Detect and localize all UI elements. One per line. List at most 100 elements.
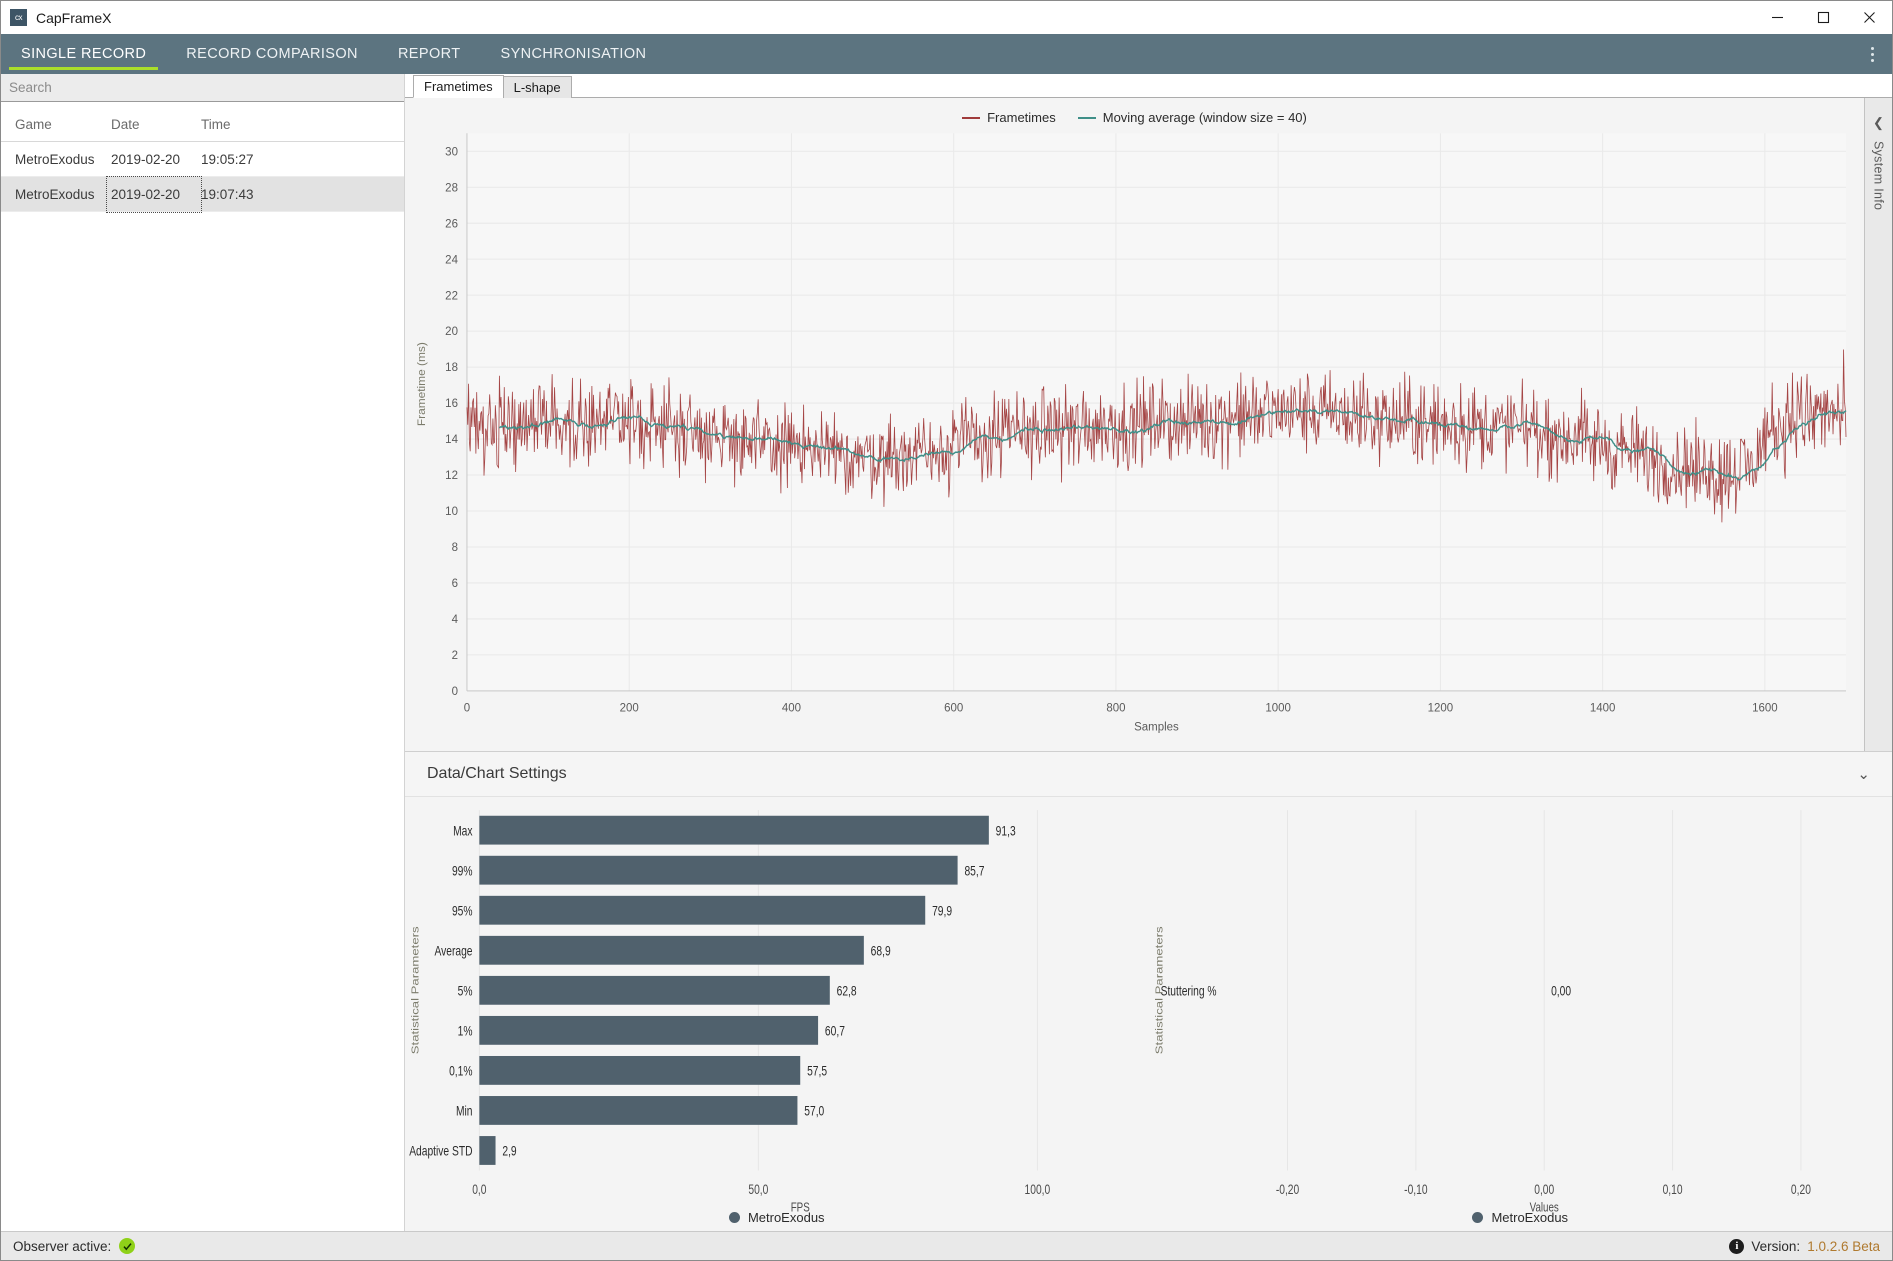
tab-report[interactable]: REPORT xyxy=(397,46,461,62)
svg-text:62,8: 62,8 xyxy=(837,983,857,999)
svg-text:2,9: 2,9 xyxy=(502,1143,516,1159)
legend-label-metroexodus: MetroExodus xyxy=(747,1210,825,1225)
fps-bar-chart[interactable]: 0,0 50,0 100,0 FPS Statistical Parameters Max… xyxy=(405,797,1149,1231)
svg-text:-0,10: -0,10 xyxy=(1404,1182,1428,1198)
search-box[interactable] xyxy=(1,74,404,102)
svg-text:57,0: 57,0 xyxy=(804,1103,824,1119)
svg-text:Adaptive STD: Adaptive STD xyxy=(409,1143,472,1159)
search-input[interactable] xyxy=(9,80,396,95)
svg-text:800: 800 xyxy=(1106,701,1126,714)
cell-game: MetroExodus xyxy=(15,186,95,202)
svg-text:99%: 99% xyxy=(452,863,473,879)
svg-text:68,9: 68,9 xyxy=(871,943,891,959)
svg-text:Min: Min xyxy=(456,1103,473,1119)
svg-text:2: 2 xyxy=(452,649,458,662)
svg-text:26: 26 xyxy=(445,217,458,230)
cell-date: 2019-02-20 xyxy=(111,151,181,167)
svg-text:1%: 1% xyxy=(458,1023,473,1039)
system-info-panel[interactable]: ❮ System Info xyxy=(1864,98,1892,751)
cell-game: MetroExodus xyxy=(15,151,95,167)
svg-text:0,0: 0,0 xyxy=(472,1182,486,1198)
svg-text:95%: 95% xyxy=(452,903,473,919)
version-info: i Version: 1.0.2.6 Beta xyxy=(1729,1238,1880,1254)
legend-dot-metroexodus xyxy=(1472,1212,1484,1223)
svg-text:Samples: Samples xyxy=(1134,720,1179,733)
svg-text:50,0: 50,0 xyxy=(748,1182,768,1198)
close-icon[interactable] xyxy=(1846,1,1892,34)
table-row[interactable]: MetroExodus 2019-02-20 19:05:27 xyxy=(1,142,404,177)
svg-text:91,3: 91,3 xyxy=(996,823,1016,839)
svg-text:30: 30 xyxy=(445,145,458,158)
tab-single-record[interactable]: SINGLE RECORD xyxy=(1,34,166,74)
svg-text:Values: Values xyxy=(1529,1201,1558,1215)
svg-text:6: 6 xyxy=(452,577,458,590)
svg-text:0: 0 xyxy=(452,685,459,698)
tab-record-comparison[interactable]: RECORD COMPARISON xyxy=(186,46,358,62)
svg-text:79,9: 79,9 xyxy=(932,903,952,919)
svg-text:24: 24 xyxy=(445,253,458,266)
svg-text:8: 8 xyxy=(452,541,458,554)
svg-text:FPS: FPS xyxy=(791,1201,810,1215)
column-header-date[interactable]: Date xyxy=(111,117,140,132)
svg-text:1000: 1000 xyxy=(1265,701,1291,714)
system-info-label: System Info xyxy=(1871,141,1886,211)
svg-text:10: 10 xyxy=(445,505,458,518)
records-sidebar: Game Date Time MetroExodus 2019-02-20 19… xyxy=(1,74,405,1231)
svg-text:57,5: 57,5 xyxy=(807,1063,827,1079)
svg-text:Max: Max xyxy=(453,823,472,839)
app-logo-icon: cx xyxy=(10,9,27,26)
tab-l-shape[interactable]: L-shape xyxy=(502,76,572,98)
legend-label-metroexodus: MetroExodus xyxy=(1491,1210,1569,1225)
svg-text:1600: 1600 xyxy=(1752,701,1778,714)
frametimes-chart-card: Frametimes L-shape 0 2 4 6 8 10 12 14 16 18 20 22 24… xyxy=(405,74,1892,752)
svg-text:0,20: 0,20 xyxy=(1790,1182,1810,1198)
svg-text:22: 22 xyxy=(445,289,458,302)
svg-text:14: 14 xyxy=(445,433,458,446)
title-bar: cx CapFrameX xyxy=(1,1,1892,34)
svg-text:4: 4 xyxy=(452,613,459,626)
content-body: Game Date Time MetroExodus 2019-02-20 19… xyxy=(1,74,1892,1231)
svg-text:1200: 1200 xyxy=(1428,701,1454,714)
svg-text:Statistical Parameters: Statistical Parameters xyxy=(411,926,421,1054)
svg-text:0,00: 0,00 xyxy=(1534,1182,1554,1198)
svg-text:400: 400 xyxy=(782,701,802,714)
frametimes-plot-wrap: 0 2 4 6 8 10 12 14 16 18 20 22 24 26 28 30 0 200 400 600 800… xyxy=(405,98,1892,751)
status-bar: Observer active: i Version: 1.0.2.6 Beta xyxy=(1,1231,1892,1260)
chevron-left-icon[interactable]: ❮ xyxy=(1873,115,1884,130)
maximize-icon[interactable] xyxy=(1800,1,1846,34)
svg-text:Stuttering %: Stuttering % xyxy=(1160,983,1216,999)
version-value: 1.0.2.6 Beta xyxy=(1807,1238,1880,1254)
observer-status-badge xyxy=(119,1238,136,1254)
svg-text:0,10: 0,10 xyxy=(1662,1182,1682,1198)
svg-text:600: 600 xyxy=(944,701,964,714)
tab-frametimes[interactable]: Frametimes xyxy=(413,75,504,98)
fps-chart-legend: MetroExodus xyxy=(405,1210,1149,1225)
svg-text:100,0: 100,0 xyxy=(1025,1182,1051,1198)
chevron-down-icon[interactable]: ⌄ xyxy=(1857,766,1870,783)
version-label: Version: xyxy=(1751,1238,1801,1254)
window-controls xyxy=(1754,1,1892,34)
data-chart-settings-header[interactable]: Data/Chart Settings ⌄ xyxy=(405,752,1892,797)
svg-text:Statistical Parameters: Statistical Parameters xyxy=(1155,926,1165,1054)
svg-text:85,7: 85,7 xyxy=(964,863,984,879)
svg-text:16: 16 xyxy=(445,397,458,410)
tab-synchronisation[interactable]: SYNCHRONISATION xyxy=(500,46,647,62)
stuttering-bar-chart[interactable]: -0,20 -0,10 0,00 0,10 0,20 Values Statistical … xyxy=(1148,797,1892,1231)
minimize-icon[interactable] xyxy=(1754,1,1800,34)
svg-text:-0,20: -0,20 xyxy=(1275,1182,1299,1198)
window-title: CapFrameX xyxy=(36,9,112,26)
svg-text:18: 18 xyxy=(445,361,458,374)
main-panel: Frametimes L-shape 0 2 4 6 8 10 12 14 16 18 20 22 24… xyxy=(405,74,1892,1231)
frametimes-plot[interactable]: 0 2 4 6 8 10 12 14 16 18 20 22 24 26 28 30 0 200 400 600 800… xyxy=(405,98,1864,751)
column-header-time[interactable]: Time xyxy=(201,117,231,132)
table-row[interactable]: MetroExodus 2019-02-20 19:07:43 xyxy=(1,175,404,213)
svg-text:20: 20 xyxy=(445,325,458,338)
column-header-game[interactable]: Game xyxy=(15,117,52,132)
info-icon: i xyxy=(1729,1238,1745,1254)
settings-title: Data/Chart Settings xyxy=(427,765,567,782)
main-navigation: SINGLE RECORD RECORD COMPARISON REPORT S… xyxy=(1,34,1892,74)
kebab-menu-icon[interactable] xyxy=(1852,34,1892,74)
svg-text:0,00: 0,00 xyxy=(1551,983,1571,999)
svg-text:Average: Average xyxy=(434,943,472,959)
